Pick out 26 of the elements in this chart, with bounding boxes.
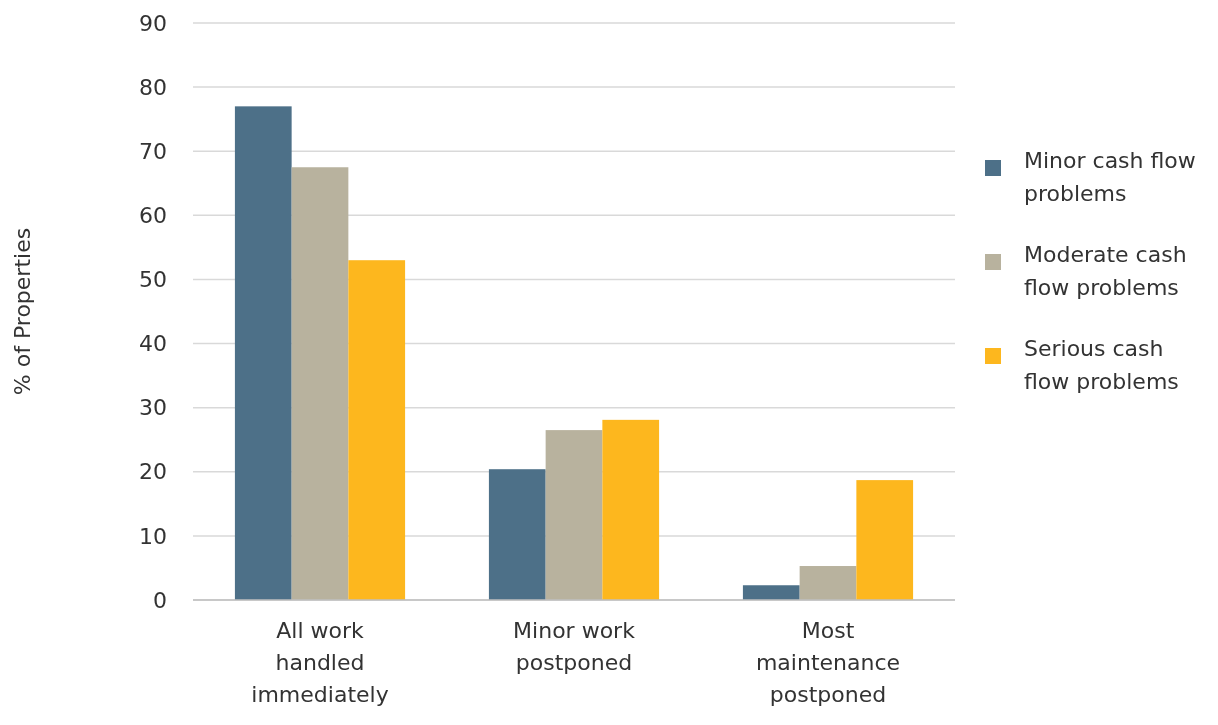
bar bbox=[234, 106, 292, 600]
y-tick-label: 10 bbox=[139, 523, 167, 549]
y-tick-label: 20 bbox=[139, 459, 167, 485]
bar bbox=[856, 480, 914, 600]
y-tick-label: 40 bbox=[139, 331, 167, 357]
bar bbox=[799, 566, 857, 600]
x-tick-label: All work handled immediately bbox=[251, 618, 389, 707]
legend-label: Minor cash flow problems bbox=[1024, 148, 1196, 206]
bar bbox=[291, 167, 349, 600]
bar bbox=[488, 469, 546, 600]
y-tick-label: 90 bbox=[139, 10, 167, 36]
y-tick-label: 50 bbox=[139, 267, 167, 293]
y-tick-label: 70 bbox=[139, 138, 167, 164]
y-axis-title: % of Properties bbox=[10, 227, 35, 396]
bar bbox=[602, 419, 660, 600]
legend-label: Moderate cash flow problems bbox=[1024, 242, 1187, 300]
y-tick-label: 80 bbox=[139, 74, 167, 100]
y-tick-label: 30 bbox=[139, 395, 167, 421]
bar bbox=[742, 585, 800, 600]
legend-label: Serious cash flow problems bbox=[1024, 336, 1179, 394]
x-tick-label: Minor work postponed bbox=[513, 618, 636, 675]
x-tick-label: Most maintenance postponed bbox=[755, 618, 901, 707]
y-tick-label: 60 bbox=[139, 203, 167, 229]
bar bbox=[545, 430, 603, 600]
y-tick-label: 0 bbox=[153, 587, 167, 613]
bar bbox=[348, 260, 406, 600]
